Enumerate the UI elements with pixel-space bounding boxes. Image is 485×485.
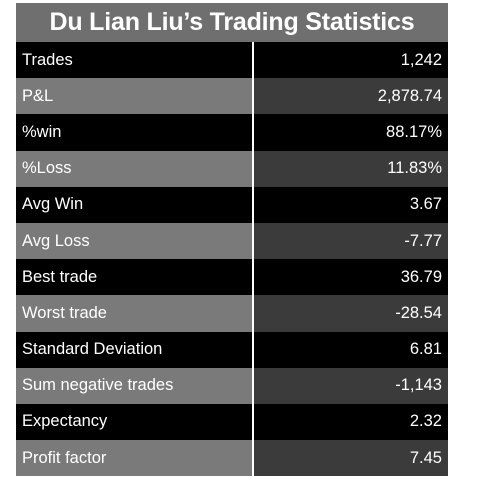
stat-label-win-pct: %win bbox=[16, 114, 253, 151]
table-row: Avg Loss -7.77 bbox=[16, 222, 448, 260]
stat-label-trades: Trades bbox=[16, 42, 253, 79]
stat-label-worst-trade: Worst trade bbox=[16, 295, 253, 332]
stat-label-expectancy: Expectancy bbox=[16, 403, 253, 441]
stat-label-pnl: P&L bbox=[16, 78, 253, 115]
table-row: Trades 1,242 bbox=[16, 42, 448, 79]
table-row: Avg Win 3.67 bbox=[16, 186, 448, 223]
stat-value-standard-deviation: 6.81 bbox=[252, 331, 448, 368]
stat-value-avg-loss: -7.77 bbox=[252, 222, 448, 260]
stat-value-pnl: 2,878.74 bbox=[252, 78, 448, 115]
table-row: %Loss 11.83% bbox=[16, 150, 448, 187]
trading-statistics-card: Du Lian Liu’s Trading Statistics Trades … bbox=[16, 3, 448, 477]
stat-value-loss-pct: 11.83% bbox=[252, 150, 448, 187]
stat-label-loss-pct: %Loss bbox=[16, 150, 253, 187]
stat-value-trades: 1,242 bbox=[252, 42, 448, 79]
stat-value-worst-trade: -28.54 bbox=[252, 295, 448, 332]
table-row: Sum negative trades -1,143 bbox=[16, 367, 448, 404]
stat-label-avg-loss: Avg Loss bbox=[16, 222, 253, 260]
statistics-table: Trades 1,242 P&L 2,878.74 %win 88.17% %L… bbox=[16, 42, 448, 477]
table-row: Profit factor 7.45 bbox=[16, 440, 448, 477]
table-row: %win 88.17% bbox=[16, 114, 448, 151]
stat-label-best-trade: Best trade bbox=[16, 259, 253, 296]
stat-label-avg-win: Avg Win bbox=[16, 186, 253, 223]
stat-value-best-trade: 36.79 bbox=[252, 259, 448, 296]
page-title: Du Lian Liu’s Trading Statistics bbox=[16, 3, 448, 42]
stat-label-sum-negative-trades: Sum negative trades bbox=[16, 367, 253, 404]
table-row: Worst trade -28.54 bbox=[16, 295, 448, 332]
stat-value-expectancy: 2.32 bbox=[252, 403, 448, 441]
table-row: Standard Deviation 6.81 bbox=[16, 331, 448, 368]
stat-value-sum-negative-trades: -1,143 bbox=[252, 367, 448, 404]
table-row: Expectancy 2.32 bbox=[16, 403, 448, 441]
stat-label-standard-deviation: Standard Deviation bbox=[16, 331, 253, 368]
stat-value-profit-factor: 7.45 bbox=[252, 440, 448, 477]
table-row: P&L 2,878.74 bbox=[16, 78, 448, 115]
stat-value-win-pct: 88.17% bbox=[252, 114, 448, 151]
table-row: Best trade 36.79 bbox=[16, 259, 448, 296]
stat-label-profit-factor: Profit factor bbox=[16, 440, 253, 477]
stat-value-avg-win: 3.67 bbox=[252, 186, 448, 223]
